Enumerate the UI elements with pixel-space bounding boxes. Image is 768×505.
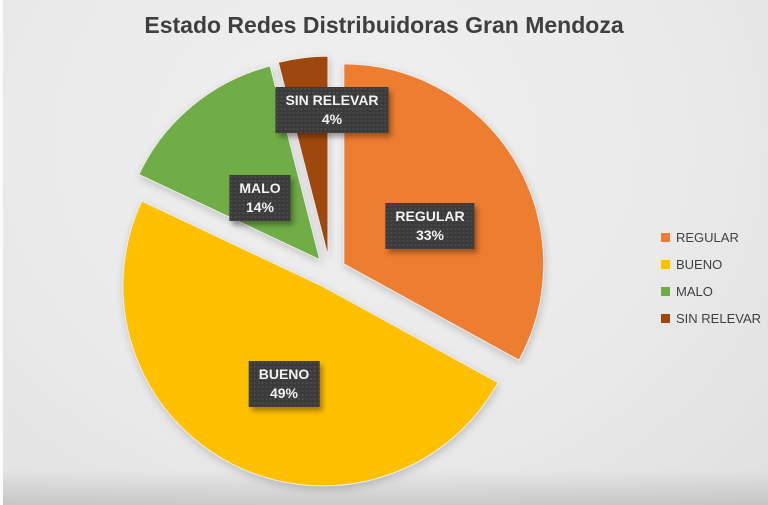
legend-item-malo: MALO (661, 278, 761, 305)
legend-label: MALO (676, 284, 713, 299)
legend-item-bueno: BUENO (661, 251, 761, 278)
legend-label: BUENO (676, 257, 723, 272)
data-label-regular: REGULAR 33% (385, 203, 475, 249)
data-label-category: BUENO (258, 366, 310, 382)
data-label-category: SIN RELEVAR (285, 92, 379, 108)
pie-slice-bueno (122, 200, 499, 487)
legend: REGULAR BUENO MALO SIN RELEVAR (661, 224, 761, 332)
data-label-percent: 49% (269, 385, 299, 401)
data-label-percent: 4% (321, 111, 343, 127)
data-label-category: MALO (239, 180, 281, 196)
data-label-bueno: BUENO 49% (248, 361, 320, 407)
chart-title: Estado Redes Distribuidoras Gran Mendoza (144, 12, 624, 38)
legend-swatch-regular (661, 233, 670, 242)
legend-swatch-malo (661, 287, 670, 296)
data-label-category: REGULAR (395, 208, 465, 224)
data-label-percent: 14% (245, 199, 275, 215)
data-label-percent: 33% (415, 227, 445, 243)
legend-label: SIN RELEVAR (676, 311, 762, 326)
data-label-malo: MALO 14% (229, 175, 291, 221)
left-edge-highlight (0, 0, 3, 505)
legend-label: REGULAR (676, 230, 739, 245)
data-label-sin-relevar: SIN RELEVAR 4% (275, 87, 389, 133)
legend-swatch-sin-relevar (661, 314, 670, 323)
legend-item-regular: REGULAR (661, 224, 761, 251)
legend-swatch-bueno (661, 260, 670, 269)
legend-item-sin-relevar: SIN RELEVAR (661, 305, 761, 332)
